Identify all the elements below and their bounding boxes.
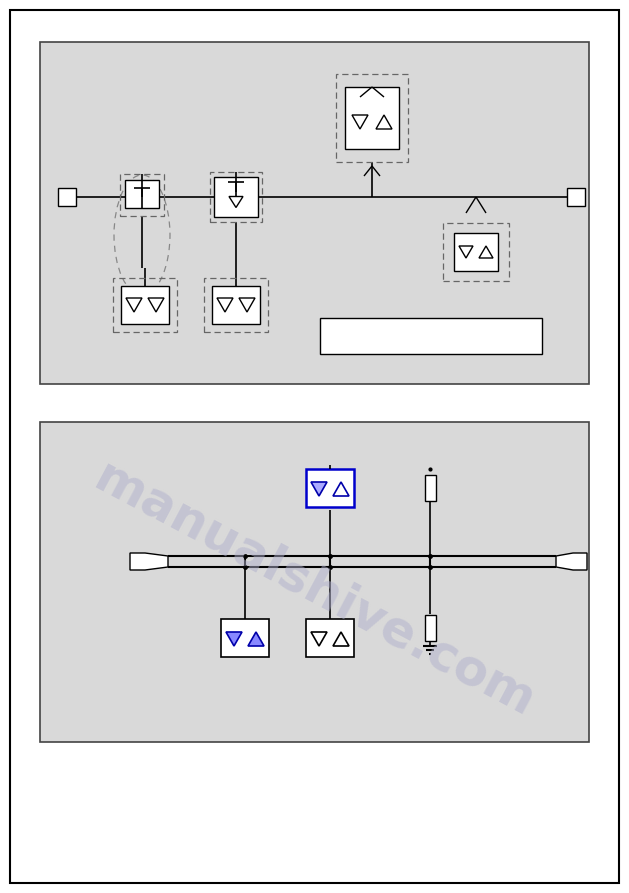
Bar <box>214 177 258 217</box>
Polygon shape <box>148 298 164 312</box>
Bar <box>113 278 177 332</box>
Polygon shape <box>479 246 493 258</box>
Polygon shape <box>217 298 233 312</box>
Polygon shape <box>229 196 243 207</box>
Bar <box>221 619 269 657</box>
Bar <box>454 233 498 271</box>
Bar <box>425 615 436 641</box>
Polygon shape <box>352 115 368 129</box>
Bar <box>567 188 585 206</box>
Bar <box>425 475 436 501</box>
Polygon shape <box>333 632 349 646</box>
Bar <box>120 174 164 216</box>
Bar <box>58 188 76 206</box>
Text: manualshive.com: manualshive.com <box>86 454 543 727</box>
Bar <box>204 278 268 332</box>
Bar <box>320 318 542 354</box>
Bar <box>210 172 262 222</box>
Bar <box>306 619 354 657</box>
Polygon shape <box>311 632 327 646</box>
Bar <box>443 223 509 281</box>
Polygon shape <box>226 632 242 646</box>
Bar <box>40 42 589 384</box>
Bar <box>336 74 408 162</box>
Bar <box>121 286 169 324</box>
Polygon shape <box>239 298 255 312</box>
Bar <box>125 180 159 208</box>
Polygon shape <box>130 553 168 570</box>
Polygon shape <box>311 482 327 496</box>
Polygon shape <box>376 115 392 129</box>
Bar <box>306 469 354 507</box>
Bar <box>212 286 260 324</box>
Polygon shape <box>248 632 264 646</box>
Bar <box>40 422 589 742</box>
Polygon shape <box>333 482 349 496</box>
Polygon shape <box>459 246 473 258</box>
Bar <box>345 87 399 149</box>
Polygon shape <box>126 298 142 312</box>
Polygon shape <box>556 553 587 570</box>
